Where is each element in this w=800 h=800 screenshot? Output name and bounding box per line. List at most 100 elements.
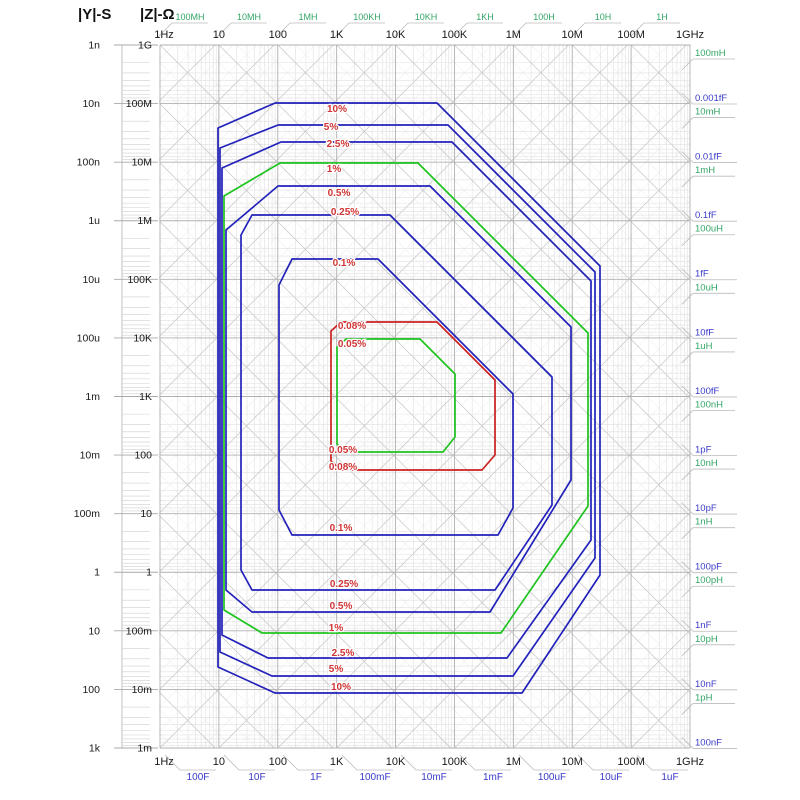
freq-tick-label-top: 10: [213, 29, 225, 41]
accuracy-contour-0.5%: [225, 185, 572, 613]
inductance-grid-line: [672, 728, 691, 749]
inductance-tick-label-right: 100pH: [695, 575, 723, 586]
admittance-tick-label: 10u: [82, 274, 100, 286]
label-diagonal-tick: [282, 754, 299, 771]
admittance-tick-label: 1m: [85, 391, 100, 403]
accuracy-contour-10%: [217, 102, 601, 694]
capacitance-tick-label-right: 0.1fF: [695, 210, 717, 221]
inductance-tick-label-top: 10H: [595, 12, 612, 22]
grid-major-layer: [159, 44, 691, 749]
admittance-tick-label: 10: [88, 625, 100, 637]
accuracy-contour-label: 0.08%: [329, 462, 357, 473]
capacitance-tick-label-bottom: 1F: [310, 772, 322, 783]
inductance-tick-label-top: 10MH: [237, 12, 261, 22]
inductance-tick-label-top: 100MH: [175, 12, 204, 22]
capacitance-tick-label-right: 10pF: [695, 503, 717, 514]
impedance-tick-label: 100: [134, 450, 152, 462]
freq-tick-label-top: 10M: [562, 29, 583, 41]
capacitance-tick-label-right: 100nF: [695, 737, 722, 748]
admittance-ruler-layer: [114, 44, 158, 749]
freq-tick-label-bottom: 10K: [386, 756, 406, 768]
accuracy-contour-2.5%: [221, 141, 592, 659]
label-diagonal-tick: [275, 22, 291, 38]
y-axis-title: |Y|-S: [78, 6, 112, 23]
freq-tick-label-bottom: 100: [269, 756, 287, 768]
inductance-tick-label-top: 1KH: [476, 12, 494, 22]
label-diagonal-tick: [577, 754, 594, 771]
capacitance-tick-label-bottom: 1uF: [661, 772, 678, 783]
inductance-tick-label-right: 1nH: [695, 517, 713, 528]
inductance-tick-label-right: 1mH: [695, 165, 715, 176]
freq-tick-label-bottom: 100K: [442, 756, 468, 768]
inductance-grid-line: [708, 45, 800, 748]
admittance-tick-label: 1n: [88, 40, 100, 52]
label-diagonal-tick: [681, 527, 694, 539]
accuracy-contour-0.05%: [336, 338, 456, 453]
accuracy-contour-label: 0.05%: [338, 339, 366, 350]
impedance-tick-label: 1G: [138, 40, 152, 52]
label-diagonal-tick: [681, 644, 694, 657]
impedance-tick-label: 1M: [137, 215, 152, 227]
inductance-tick-label-right: 10pH: [695, 634, 718, 645]
capacitance-tick-label-right: 10nF: [695, 679, 717, 690]
impedance-tick-label: 1K: [139, 391, 152, 403]
accuracy-contour-label: 2.5%: [327, 139, 350, 150]
label-diagonal-tick: [681, 561, 694, 573]
freq-tick-label-bottom: 10: [213, 756, 225, 768]
inductance-tick-label-right: 1uH: [695, 341, 713, 352]
capacitance-tick-label-right: 100pF: [695, 562, 722, 573]
inductance-tick-label-right: 10uH: [695, 282, 718, 293]
inductance-grid-line: [731, 45, 800, 748]
label-diagonal-tick: [570, 22, 586, 38]
accuracy-contour-label: 10%: [327, 104, 347, 115]
freq-tick-label-top: 100K: [442, 29, 468, 41]
label-diagonal-tick: [341, 754, 358, 771]
freq-tick-label-top: 100: [269, 29, 287, 41]
impedance-tick-label: 1: [146, 567, 152, 579]
label-tick-layer: [157, 22, 737, 771]
capacitance-tick-label-right: 1fF: [695, 269, 709, 280]
inductance-tick-label-right: 100uH: [695, 224, 723, 235]
accuracy-contour-1%: [223, 162, 589, 634]
label-diagonal-tick: [681, 175, 694, 188]
label-diagonal-tick: [681, 234, 694, 247]
label-diagonal-tick: [681, 410, 694, 422]
axis-label-layer: 1Hz1Hz10101001001K1K10K10K100K100K1M1M10…: [74, 12, 728, 783]
label-diagonal-tick: [511, 22, 527, 38]
label-diagonal-tick: [164, 754, 181, 771]
contour-label-layer: 10% 5% 2.5% 1% 0.5% 0.25% 0.1% 0.08% 0.05% 0.05% 0…: [323, 103, 368, 695]
capacitance-tick-label-bottom: 10F: [248, 772, 265, 783]
capacitance-tick-label-right: 100fF: [695, 386, 719, 397]
inductance-tick-label-right: 10nH: [695, 458, 718, 469]
capacitance-grid-line: [708, 45, 800, 748]
accuracy-contour-label: 0.1%: [330, 523, 353, 534]
capacitance-tick-label-bottom: 1mF: [483, 772, 503, 783]
freq-tick-label-top: 100M: [617, 29, 645, 41]
capacitance-tick-label-right: 0.001fF: [695, 93, 727, 104]
label-diagonal-tick: [459, 754, 476, 771]
freq-tick-label-bottom: 1GHz: [676, 756, 704, 768]
capacitance-grid-line: [672, 44, 691, 65]
accuracy-contour-label: 2.5%: [332, 648, 355, 659]
accuracy-contour-label: 0.25%: [331, 207, 359, 218]
admittance-tick-label: 1: [94, 567, 100, 579]
capacitance-tick-label-bottom: 10mF: [421, 772, 447, 783]
label-diagonal-tick: [681, 117, 694, 129]
label-diagonal-tick: [452, 22, 468, 38]
label-diagonal-tick: [681, 619, 694, 632]
z-axis-title: |Z|-Ω: [140, 6, 175, 23]
label-diagonal-tick: [636, 754, 653, 771]
impedance-tick-label: 100M: [126, 98, 152, 110]
inductance-tick-label-right: 1pH: [695, 692, 713, 703]
accuracy-contour-label: 0.5%: [328, 188, 351, 199]
capacitance-tick-label-bottom: 10uF: [600, 772, 623, 783]
freq-tick-label-top: 10K: [386, 29, 406, 41]
freq-tick-label-bottom: 1Hz: [154, 756, 174, 768]
impedance-tick-label: 10m: [132, 684, 153, 696]
capacitance-tick-label-right: 0.01fF: [695, 152, 722, 163]
impedance-tick-label: 10: [140, 508, 152, 520]
label-diagonal-tick: [681, 678, 694, 691]
label-diagonal-tick: [681, 502, 694, 515]
